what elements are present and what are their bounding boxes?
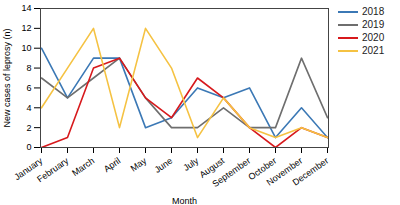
svg-text:October: October (246, 155, 279, 183)
svg-text:September: September (210, 156, 252, 189)
svg-text:6: 6 (26, 83, 31, 93)
svg-text:New cases of leprosy (n): New cases of leprosy (n) (2, 28, 12, 127)
svg-text:4: 4 (26, 103, 31, 113)
html-text:2019: 2019 (362, 19, 385, 30)
html-text:2020: 2020 (362, 32, 385, 43)
svg-text:10: 10 (21, 43, 31, 53)
svg-text:2: 2 (26, 123, 31, 133)
svg-text:12: 12 (21, 23, 31, 33)
svg-text:May: May (129, 155, 149, 173)
svg-text:April: April (102, 156, 122, 175)
svg-text:August: August (197, 155, 227, 180)
svg-text:March: March (70, 156, 96, 179)
svg-text:June: June (153, 156, 175, 175)
svg-text:14: 14 (21, 3, 31, 13)
svg-text:December: December (291, 156, 331, 188)
html-text:2021: 2021 (362, 45, 385, 56)
svg-text:February: February (35, 155, 71, 184)
html-text:2018: 2018 (362, 6, 385, 17)
svg-text:8: 8 (26, 63, 31, 73)
svg-text:Month: Month (172, 196, 197, 205)
svg-text:January: January (12, 155, 45, 183)
svg-text:July: July (181, 155, 201, 173)
svg-text:0: 0 (26, 142, 31, 152)
svg-text:November: November (264, 155, 305, 188)
